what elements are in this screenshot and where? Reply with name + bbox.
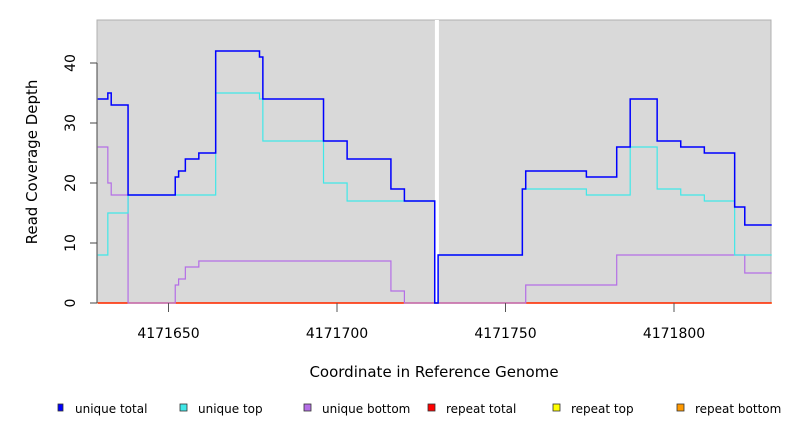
y-tick-label: 40 — [63, 54, 79, 72]
y-tick-label: 10 — [63, 234, 79, 252]
legend-swatch — [552, 403, 561, 412]
x-axis: 4171650 4171700 4171750 4171800 — [137, 303, 705, 342]
y-tick-label: 20 — [63, 174, 79, 192]
legend-label: repeat bottom — [695, 402, 781, 416]
panel-break — [434, 20, 439, 303]
y-tick-label: 0 — [63, 299, 79, 308]
series-line-unique-total — [97, 50, 772, 304]
y-tick-label: 30 — [63, 114, 79, 132]
legend-swatch — [57, 403, 64, 412]
legend: unique total unique top unique bottom repea… — [57, 402, 781, 416]
y-axis: 0 10 20 30 40 — [63, 54, 98, 308]
legend-swatch — [303, 403, 312, 412]
legend-label: repeat top — [571, 402, 634, 416]
y-axis-label: Read Coverage Depth — [23, 80, 41, 245]
legend-label: unique total — [75, 402, 147, 416]
legend-label: unique bottom — [322, 402, 410, 416]
x-tick-label: 4171700 — [306, 326, 368, 342]
legend-label: unique top — [198, 402, 263, 416]
series-line-unique-bottom — [97, 146, 772, 304]
x-tick-label: 4171750 — [474, 326, 536, 342]
legend-swatch — [676, 403, 685, 412]
x-tick-label: 4171650 — [137, 326, 199, 342]
x-axis-label: Coordinate in Reference Genome — [309, 363, 558, 381]
legend-label: repeat total — [446, 402, 516, 416]
legend-swatch — [427, 403, 436, 412]
legend-swatch — [179, 403, 188, 412]
x-tick-label: 4171800 — [643, 326, 705, 342]
